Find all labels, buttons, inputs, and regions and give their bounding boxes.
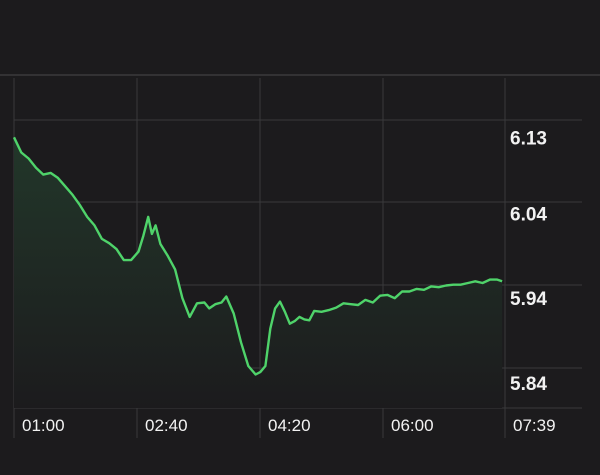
series-area [14,137,503,409]
y-tick-label: 6.13 [510,128,547,149]
x-tick-label: 01:00 [22,416,65,435]
x-axis-labels: 01:00 02:40 04:20 06:00 07:39 [22,416,556,435]
y-tick-label: 6.04 [510,205,547,226]
y-axis-labels: 6.13 6.04 5.94 5.84 [510,128,547,395]
y-tick-label: 5.94 [510,289,547,310]
series-line [12,136,503,376]
x-tick-label: 04:20 [268,416,311,435]
x-tick-label: 07:39 [513,416,556,435]
x-tick-label: 06:00 [391,416,434,435]
y-tick-label: 5.84 [510,374,547,395]
x-tick-label: 02:40 [145,416,188,435]
